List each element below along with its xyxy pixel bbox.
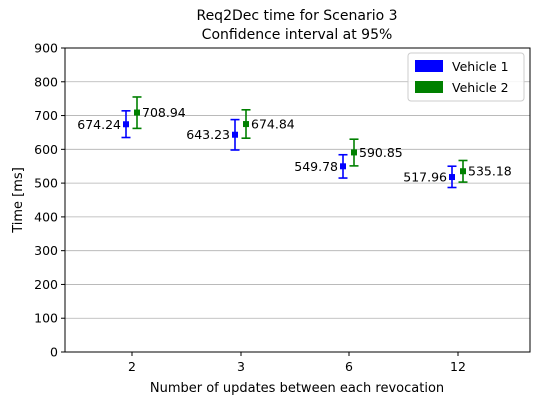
point-series-1-3 <box>232 131 238 138</box>
point-series-1-12 <box>449 174 455 181</box>
y-axis-ticks: 0 100 200 300 400 500 600 700 800 900 <box>34 41 65 360</box>
point-series-2-12 <box>460 168 466 175</box>
data-marks: 674.24 643.23 549.78 517.96 708.94 674.84 590.… <box>77 96 512 189</box>
y-axis-label: Time [ms] <box>11 167 26 234</box>
data-label-series-2-2: 708.94 <box>142 105 186 120</box>
y-tick-label-300: 300 <box>34 243 58 258</box>
data-label-series-2-6: 590.85 <box>359 145 403 160</box>
plot-frame <box>64 47 531 353</box>
chart-title: Req2Dec time for Scenario 3 <box>196 8 397 24</box>
x-tick-label-2: 2 <box>128 359 136 374</box>
point-series-1-2 <box>123 121 129 128</box>
x-axis-ticks: 2 3 6 12 <box>128 352 466 374</box>
point-series-2-3 <box>243 121 249 128</box>
x-tick-label-12: 12 <box>450 359 466 374</box>
gridlines <box>65 81 530 319</box>
y-tick-label-400: 400 <box>34 209 58 224</box>
legend-swatch-vehicle-1 <box>415 60 443 72</box>
y-tick-label-600: 600 <box>34 142 58 157</box>
y-tick-label-200: 200 <box>34 277 58 292</box>
data-label-series-1-3: 643.23 <box>186 127 230 142</box>
data-label-series-1-6: 549.78 <box>294 159 338 174</box>
data-label-series-2-3: 674.84 <box>251 117 295 132</box>
y-tick-label-100: 100 <box>34 311 58 326</box>
y-tick-label-700: 700 <box>34 108 58 123</box>
chart-subtitle: Confidence interval at 95% <box>202 27 393 43</box>
point-series-1-6 <box>340 163 346 170</box>
y-tick-label-500: 500 <box>34 176 58 191</box>
legend: Vehicle 1 Vehicle 2 <box>407 52 525 102</box>
data-label-series-1-12: 517.96 <box>403 170 447 185</box>
point-series-2-6 <box>351 149 357 156</box>
y-tick-label-800: 800 <box>34 74 58 89</box>
y-tick-label-0: 0 <box>50 345 58 360</box>
x-tick-label-6: 6 <box>345 359 353 374</box>
data-label-series-1-2: 674.24 <box>77 117 121 132</box>
point-series-2-2 <box>134 109 140 116</box>
data-label-series-2-12: 535.18 <box>468 164 512 179</box>
x-tick-label-3: 3 <box>237 359 245 374</box>
y-tick-label-900: 900 <box>34 41 58 56</box>
x-axis-label: Number of updates between each revocatio… <box>150 381 444 396</box>
legend-label-vehicle-2: Vehicle 2 <box>452 80 509 95</box>
legend-swatch-vehicle-2 <box>415 81 443 93</box>
legend-label-vehicle-1: Vehicle 1 <box>452 59 509 74</box>
